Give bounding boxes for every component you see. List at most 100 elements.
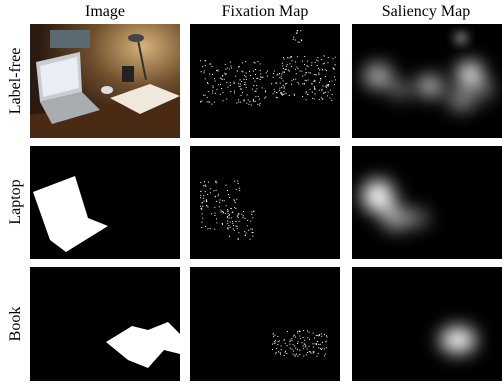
fixation-dot: [236, 189, 237, 190]
fixation-dot: [322, 342, 323, 343]
fixation-dot: [234, 181, 235, 182]
fixation-dot: [225, 64, 226, 65]
fixation-dot: [226, 185, 227, 186]
fixation-dot: [296, 33, 297, 34]
fixation-dot: [219, 206, 220, 207]
panel: [190, 267, 340, 381]
fixation-dot: [255, 91, 256, 92]
fixation-dot: [293, 39, 294, 40]
fixation-dot: [201, 71, 202, 72]
fixation-dot: [216, 89, 217, 90]
fixation-dot: [325, 354, 326, 355]
fixation-dot: [220, 78, 221, 79]
fixation-dot: [222, 223, 223, 224]
fixation-dot: [217, 70, 218, 71]
fixation-dot: [334, 84, 335, 85]
fixation-dot: [216, 218, 217, 219]
fixation-dot: [277, 344, 278, 345]
fixation-dot: [295, 79, 296, 80]
fixation-dot: [255, 96, 256, 97]
fixation-dot: [244, 231, 245, 232]
fixation-dot: [335, 79, 336, 80]
fixation-dot: [231, 66, 232, 67]
fixation-dot: [265, 97, 266, 98]
fixation-dot: [326, 70, 327, 71]
fixation-dot: [281, 349, 282, 350]
fixation-dot: [306, 99, 307, 100]
fixation-dot: [305, 346, 306, 347]
fixation-dot: [233, 199, 234, 200]
fixation-dot: [289, 71, 290, 72]
fixation-dot: [234, 200, 235, 201]
fixation-dot: [236, 199, 237, 200]
fixation-dot: [227, 68, 228, 69]
fixation-dot: [249, 101, 250, 102]
fixation-dot: [239, 86, 240, 87]
fixation-dot: [200, 195, 201, 196]
fixation-dot: [240, 79, 241, 80]
fixation-dot: [294, 335, 295, 336]
fixation-dot: [250, 239, 251, 240]
fixation-dot: [324, 55, 325, 56]
fixation-dot: [245, 82, 246, 83]
fixation-dot: [285, 351, 286, 352]
fixation-dot: [303, 356, 304, 357]
fixation-dot: [222, 211, 223, 212]
fixation-dot: [274, 343, 275, 344]
fixation-dot: [276, 348, 277, 349]
fixation-dot: [214, 229, 215, 230]
fixation-dot: [243, 215, 244, 216]
fixation-dot: [226, 99, 227, 100]
fixation-dot: [256, 78, 257, 79]
fixation-dot: [202, 222, 203, 223]
fixation-dot: [215, 215, 216, 216]
fixation-dot: [205, 65, 206, 66]
fixation-dot: [219, 202, 220, 203]
fixation-dot: [260, 70, 261, 71]
fixation-dot: [332, 94, 333, 95]
fixation-dot: [286, 69, 287, 70]
fixation-dot: [241, 89, 242, 90]
fixation-dot: [305, 93, 306, 94]
fixation-dot: [221, 211, 222, 212]
fixation-dot: [253, 85, 254, 86]
fixation-dot: [294, 346, 295, 347]
fixation-dot: [227, 190, 228, 191]
fixation-dot: [293, 79, 294, 80]
fixation-dot: [200, 182, 201, 183]
fixation-dot: [281, 76, 282, 77]
fixation-dot: [260, 63, 261, 64]
fixation-dot: [248, 100, 249, 101]
fixation-dot: [238, 83, 239, 84]
fixation-dot: [225, 69, 226, 70]
fixation-dot: [303, 346, 304, 347]
fixation-dot: [320, 348, 321, 349]
fixation-dot: [300, 338, 301, 339]
fixation-dot: [291, 84, 292, 85]
fixation-dot: [287, 331, 288, 332]
fixation-dot: [200, 60, 201, 61]
fixation-dot: [231, 217, 232, 218]
fixation-dot: [215, 213, 216, 214]
fixation-dot: [322, 89, 323, 90]
fixation-dot: [324, 355, 325, 356]
fixation-dot: [204, 181, 205, 182]
fixation-dot: [271, 83, 272, 84]
fixation-dot: [289, 344, 290, 345]
fixation-dot: [321, 336, 322, 337]
fixation-dot: [297, 42, 298, 43]
fixation-dot: [214, 78, 215, 79]
fixation-dot: [240, 95, 241, 96]
fixation-dot: [314, 89, 315, 90]
fixation-dot: [314, 337, 315, 338]
fixation-dot: [305, 72, 306, 73]
fixation-dot: [229, 68, 230, 69]
fixation-dot: [300, 71, 301, 72]
fixation-dot: [301, 342, 302, 343]
fixation-dot: [243, 71, 244, 72]
fixation-dot: [238, 232, 239, 233]
fixation-dot: [318, 344, 319, 345]
fixation-dot: [277, 336, 278, 337]
fixation-dot: [283, 81, 284, 82]
fixation-dot: [274, 71, 275, 72]
